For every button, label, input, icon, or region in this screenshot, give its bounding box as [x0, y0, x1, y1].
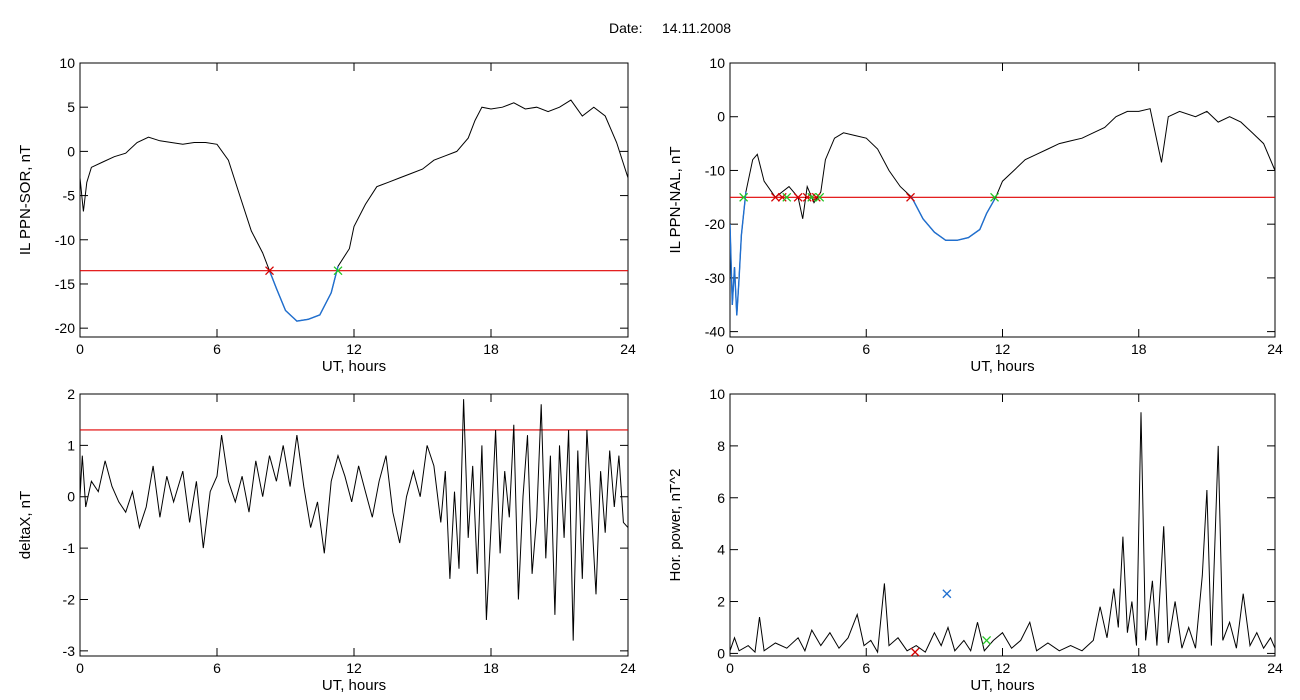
x-tick-label: 0	[76, 660, 84, 676]
x-tick-label: 6	[862, 660, 870, 676]
y-tick-label: 10	[709, 386, 725, 402]
highlighted-segment	[730, 191, 747, 316]
x-axis-label: UT, hours	[322, 358, 386, 375]
x-tick-label: 18	[1131, 341, 1147, 357]
date-label: Date:	[609, 20, 642, 36]
y-tick-label: 2	[67, 386, 75, 402]
x-tick-label: 6	[213, 341, 221, 357]
plot-area	[80, 399, 628, 641]
x-tick-label: 18	[1131, 660, 1147, 676]
marker-start	[793, 192, 803, 202]
x-axis-label: UT, hours	[970, 358, 1034, 375]
x-axis-label: UT, hours	[970, 677, 1034, 694]
marker-end	[815, 192, 825, 202]
y-tick-label: -3	[63, 643, 76, 659]
x-tick-label: 12	[346, 341, 362, 357]
y-tick-label: 0	[717, 645, 725, 661]
highlighted-segment	[910, 195, 996, 241]
x-tick-label: 24	[620, 341, 636, 357]
x-tick-label: 24	[620, 660, 636, 676]
y-tick-label: 5	[67, 99, 75, 115]
y-tick-label: -2	[63, 591, 76, 607]
x-tick-label: 12	[346, 660, 362, 676]
marker-peak	[942, 589, 952, 599]
y-tick-label: -20	[705, 216, 725, 232]
y-tick-label: 1	[67, 437, 75, 453]
marker-start	[811, 192, 821, 202]
chart-ppn-sor: 0 6 12 18 24 -20 -15 -10 -5 0 5 10 UT, hours IL PPN-S…	[17, 55, 636, 375]
x-tick-label: 6	[213, 660, 221, 676]
y-tick-label: 2	[717, 594, 725, 610]
x-tick-label: 18	[483, 660, 499, 676]
plot-area	[80, 99, 628, 322]
marker-start	[906, 192, 915, 202]
x-tick-label: 18	[483, 341, 499, 357]
y-axis-label: IL PPN-SOR, nT	[17, 145, 34, 255]
series-line	[730, 412, 1275, 654]
x-tick-label: 12	[995, 660, 1011, 676]
x-tick-label: 6	[862, 341, 870, 357]
y-tick-label: -15	[55, 276, 75, 292]
plot-area	[730, 412, 1275, 654]
y-tick-label: -10	[705, 162, 725, 178]
y-tick-label: 6	[717, 490, 725, 506]
y-tick-label: -30	[705, 270, 725, 286]
y-tick-label: -40	[705, 324, 725, 340]
y-tick-label: 0	[717, 109, 725, 125]
y-tick-label: -1	[63, 540, 76, 556]
y-tick-label: 0	[67, 143, 75, 159]
y-tick-label: -10	[55, 232, 75, 248]
marker-start	[265, 266, 274, 276]
plot-frame	[729, 62, 1276, 338]
y-tick-label: 10	[59, 55, 75, 71]
x-axis-label: UT, hours	[322, 677, 386, 694]
plot-area	[730, 108, 1275, 316]
x-tick-label: 24	[1267, 341, 1283, 357]
marker-start	[910, 647, 920, 657]
plot-frame	[729, 393, 1276, 657]
marker-end	[990, 192, 1000, 202]
highlighted-segment	[268, 266, 339, 322]
y-tick-label: 4	[717, 542, 725, 558]
marker-end	[782, 192, 792, 202]
x-tick-label: 12	[995, 341, 1011, 357]
y-tick-label: 8	[717, 438, 725, 454]
marker-start	[770, 192, 780, 202]
plot-frame	[79, 62, 629, 338]
marker-end	[739, 192, 749, 202]
x-tick-label: 24	[1267, 660, 1283, 676]
x-tick-label: 0	[726, 660, 734, 676]
plot-frame	[79, 393, 629, 657]
series-line	[80, 99, 628, 322]
x-tick-label: 0	[76, 341, 84, 357]
chart-ppn-nal: 0 6 12 18 24 -40 -30 -20 -10 0 10 UT, hours IL PPN-N…	[667, 55, 1283, 375]
y-tick-label: 10	[709, 55, 725, 71]
y-axis-label: IL PPN-NAL, nT	[667, 147, 684, 254]
x-tick-label: 0	[726, 341, 734, 357]
marker-end	[333, 266, 343, 276]
y-tick-label: -20	[55, 320, 75, 336]
series-line	[730, 108, 1275, 316]
series-line	[80, 399, 628, 641]
y-tick-label: 0	[67, 489, 75, 505]
marker-end	[982, 635, 992, 645]
y-axis-label: deltaX, nT	[17, 491, 34, 559]
y-tick-label: -5	[63, 188, 76, 204]
date-value: 14.11.2008	[662, 20, 731, 36]
y-axis-label: Hor. power, nT^2	[667, 469, 684, 582]
